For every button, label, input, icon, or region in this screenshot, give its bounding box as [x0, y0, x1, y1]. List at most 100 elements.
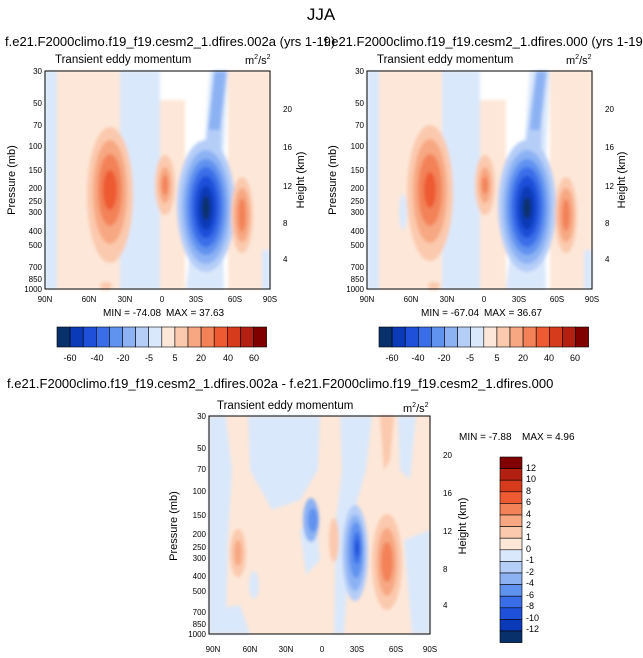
colorbar-swatch — [499, 549, 523, 562]
y-tick-label: 700 — [193, 608, 207, 617]
colorbar: -60 -40 -20 -5 5 20 40 60 — [56, 326, 267, 363]
colorbar-swatch — [56, 326, 71, 348]
y-axis-label: Pressure (mb) — [6, 145, 18, 215]
y-axis-height: 20 16 12 8 4 Height (km) — [605, 105, 628, 264]
colorbar-swatch — [499, 537, 523, 551]
x-tick-label: 0 — [320, 645, 325, 654]
x-tick-label: 30N — [118, 295, 133, 304]
colorbar-label: 20 — [196, 353, 206, 363]
y-tick-label: 500 — [193, 587, 207, 596]
y-tick-label: 700 — [29, 263, 43, 272]
colorbar-label: -60 — [63, 353, 76, 363]
colorbar-swatch — [499, 514, 523, 527]
x-axis: 90N 60N 30N 0 30S 60S 90S — [38, 295, 277, 304]
colorbar-swatch — [161, 326, 176, 348]
height-tick-label: 16 — [283, 143, 292, 152]
colorbar-swatch — [213, 326, 228, 348]
colorbar-label: -6 — [526, 590, 534, 600]
y-tick-label: 30 — [33, 67, 42, 76]
max-value: MAX = 36.67 — [484, 308, 543, 319]
units-label: m2/s2 — [566, 54, 592, 67]
colorbar-swatch — [509, 326, 524, 348]
x-tick-label: 90N — [38, 295, 53, 304]
colorbar-swatch — [499, 491, 523, 504]
units-label: m2/s2 — [403, 402, 429, 415]
x-axis: 90N 60N 30N 0 30S 60S 90S — [360, 295, 599, 304]
panel-top-right: f.e21.F2000climo.f19_f19.cesm2_1.dfires.… — [324, 34, 643, 363]
colorbar-label: -1 — [526, 555, 534, 565]
height-tick-label: 4 — [605, 255, 610, 264]
colorbar-swatch — [562, 326, 576, 348]
y-axis-label: Pressure (mb) — [168, 491, 180, 561]
variable-name: Transient eddy momentum — [55, 54, 191, 66]
height-tick-label: 16 — [443, 489, 452, 498]
colorbar-label: -8 — [526, 601, 534, 611]
colorbar-swatch — [457, 326, 472, 348]
colorbar-swatch — [378, 326, 393, 348]
contour-field — [208, 415, 431, 635]
colorbar-label: -40 — [90, 353, 103, 363]
y-tick-label: 150 — [351, 166, 365, 175]
colorbar-swatch — [499, 503, 523, 516]
colorbar-swatch — [240, 326, 254, 348]
y-tick-label: 70 — [197, 465, 206, 474]
y-tick-label: 250 — [351, 197, 365, 206]
x-tick-label: 0 — [482, 295, 487, 304]
y-tick-label: 400 — [29, 227, 43, 236]
panel-top-left: f.e21.F2000climo.f19_f19.cesm2_1.dfires.… — [5, 34, 335, 363]
colorbar-swatch — [148, 326, 163, 348]
y-tick-label: 30 — [197, 412, 206, 421]
x-tick-label: 30S — [350, 645, 364, 654]
colorbar-label: 2 — [526, 520, 531, 530]
x-tick-label: 30N — [440, 295, 455, 304]
y-tick-label: 400 — [351, 227, 365, 236]
height-tick-label: 16 — [605, 143, 614, 152]
min-value: MIN = -7.88 — [459, 432, 512, 443]
y-tick-label: 50 — [33, 99, 42, 108]
colorbar-swatch — [109, 326, 123, 348]
colorbar-label: -20 — [437, 353, 450, 363]
colorbar-swatch — [417, 326, 432, 348]
y-axis-height: 20 16 12 8 4 Height (km) — [283, 105, 307, 264]
x-tick-label: 90S — [423, 645, 437, 654]
y-tick-label: 300 — [193, 554, 207, 563]
x-axis: 90N 60N 30N 0 30S 60S 90S — [206, 645, 437, 654]
colorbar-swatch — [575, 326, 589, 348]
max-value: MAX = 4.96 — [522, 432, 575, 443]
colorbar-swatch — [135, 326, 150, 348]
x-tick-label: 60N — [243, 645, 258, 654]
y-tick-label: 1000 — [188, 630, 206, 639]
colorbar-swatch — [391, 326, 406, 348]
y-tick-label: 100 — [29, 142, 43, 151]
colorbar-label: 40 — [223, 353, 233, 363]
y-tick-label: 200 — [29, 184, 43, 193]
x-tick-label: 90S — [263, 295, 277, 304]
colorbar-swatch — [483, 326, 498, 348]
panel-title: f.e21.F2000climo.f19_f19.cesm2_1.dfires.… — [324, 34, 643, 49]
x-tick-label: 30S — [512, 295, 526, 304]
y-axis-height: 20 16 12 8 4 Height (km) — [443, 451, 469, 610]
panel-difference: f.e21.F2000climo.f19_f19.cesm2_1.dfires.… — [7, 376, 575, 654]
colorbar-swatch — [496, 326, 511, 348]
x-tick-label: 60N — [82, 295, 97, 304]
colorbar-swatch — [444, 326, 458, 348]
colorbar-label: 4 — [526, 509, 531, 519]
colorbar-swatch — [499, 595, 523, 609]
height-tick-label: 8 — [605, 219, 610, 228]
colorbar-label: -2 — [526, 567, 534, 577]
colorbar-swatch — [187, 326, 202, 348]
x-tick-label: 30N — [279, 645, 294, 654]
y-axis-pressure: 30 50 70 100 150 200 250 300 400 500 700… — [327, 67, 365, 294]
colorbar-label: 60 — [249, 353, 259, 363]
height-axis-label: Height (km) — [457, 498, 469, 555]
colorbar-swatch — [253, 326, 267, 348]
colorbar-swatch — [499, 561, 523, 574]
y-axis-label: Pressure (mb) — [327, 145, 339, 215]
colorbar-label: 8 — [526, 486, 531, 496]
variable-name: Transient eddy momentum — [217, 400, 353, 412]
x-tick-label: 90N — [360, 295, 375, 304]
colorbar-label: 40 — [544, 353, 554, 363]
x-tick-label: 0 — [160, 295, 165, 304]
colorbar-swatch — [174, 326, 189, 348]
colorbar-swatch — [499, 456, 523, 469]
